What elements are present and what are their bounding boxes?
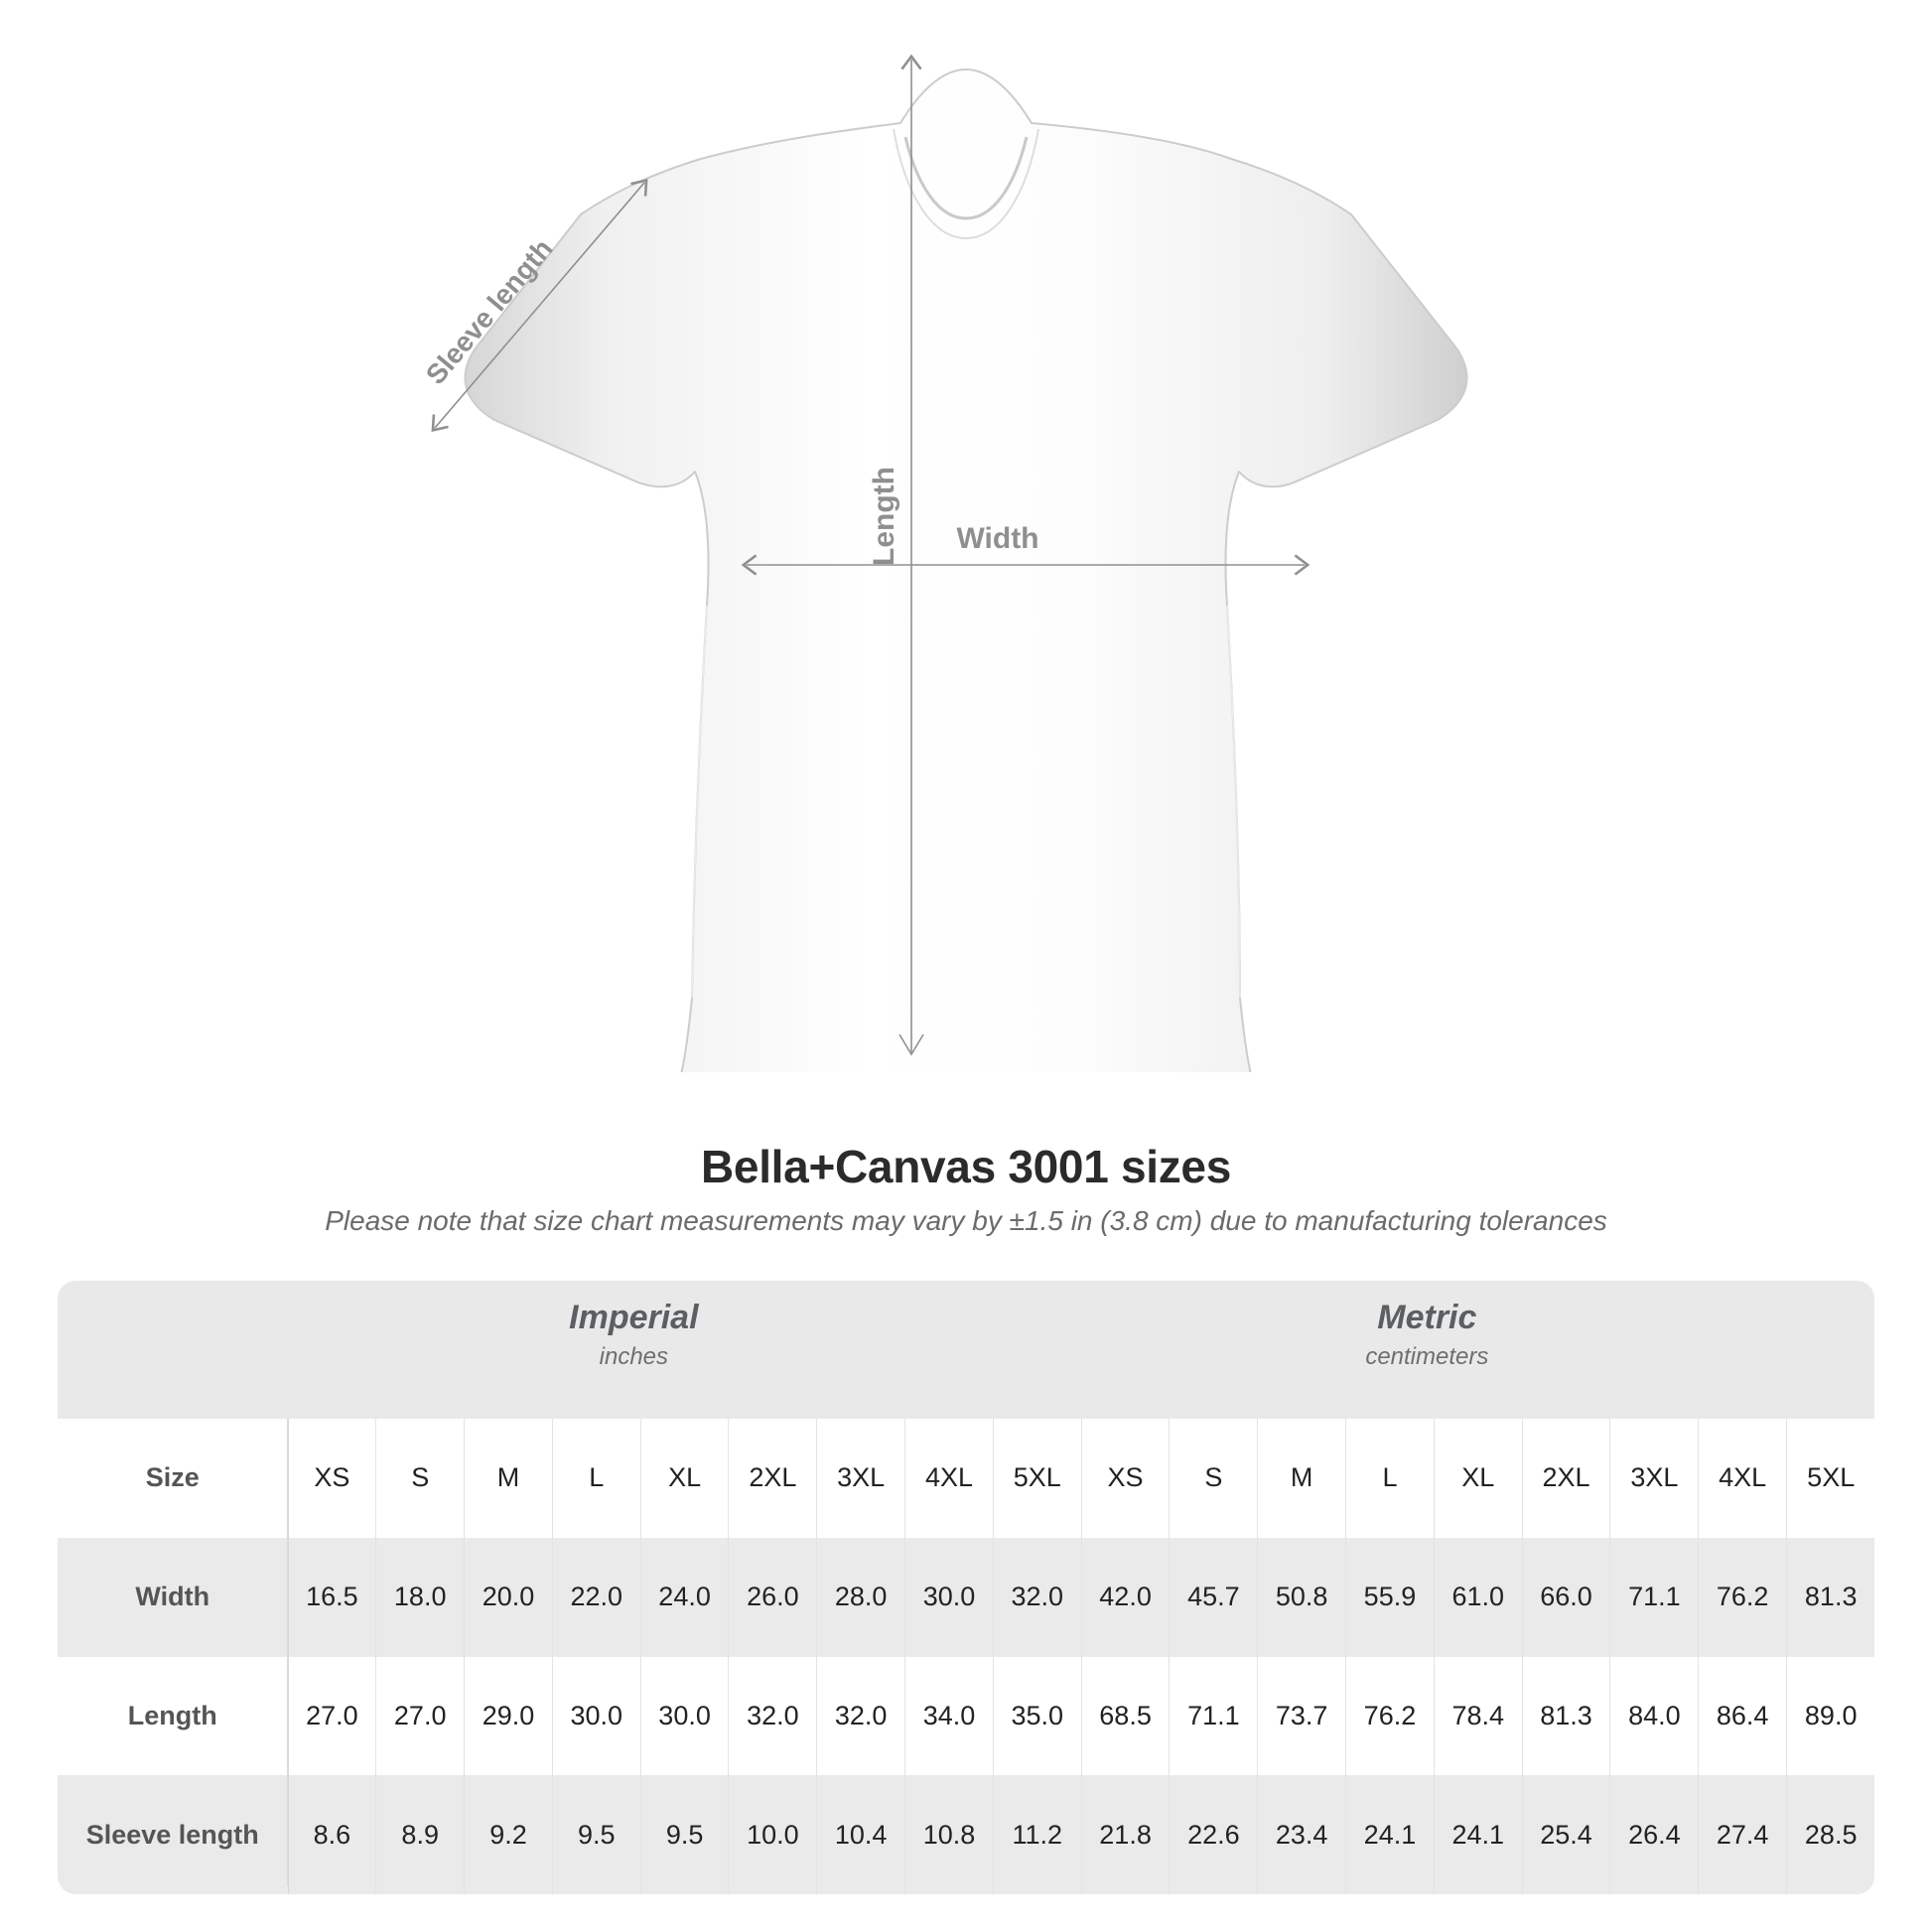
svg-text:Length: Length — [868, 467, 900, 566]
svg-text:Width: Width — [956, 522, 1038, 555]
